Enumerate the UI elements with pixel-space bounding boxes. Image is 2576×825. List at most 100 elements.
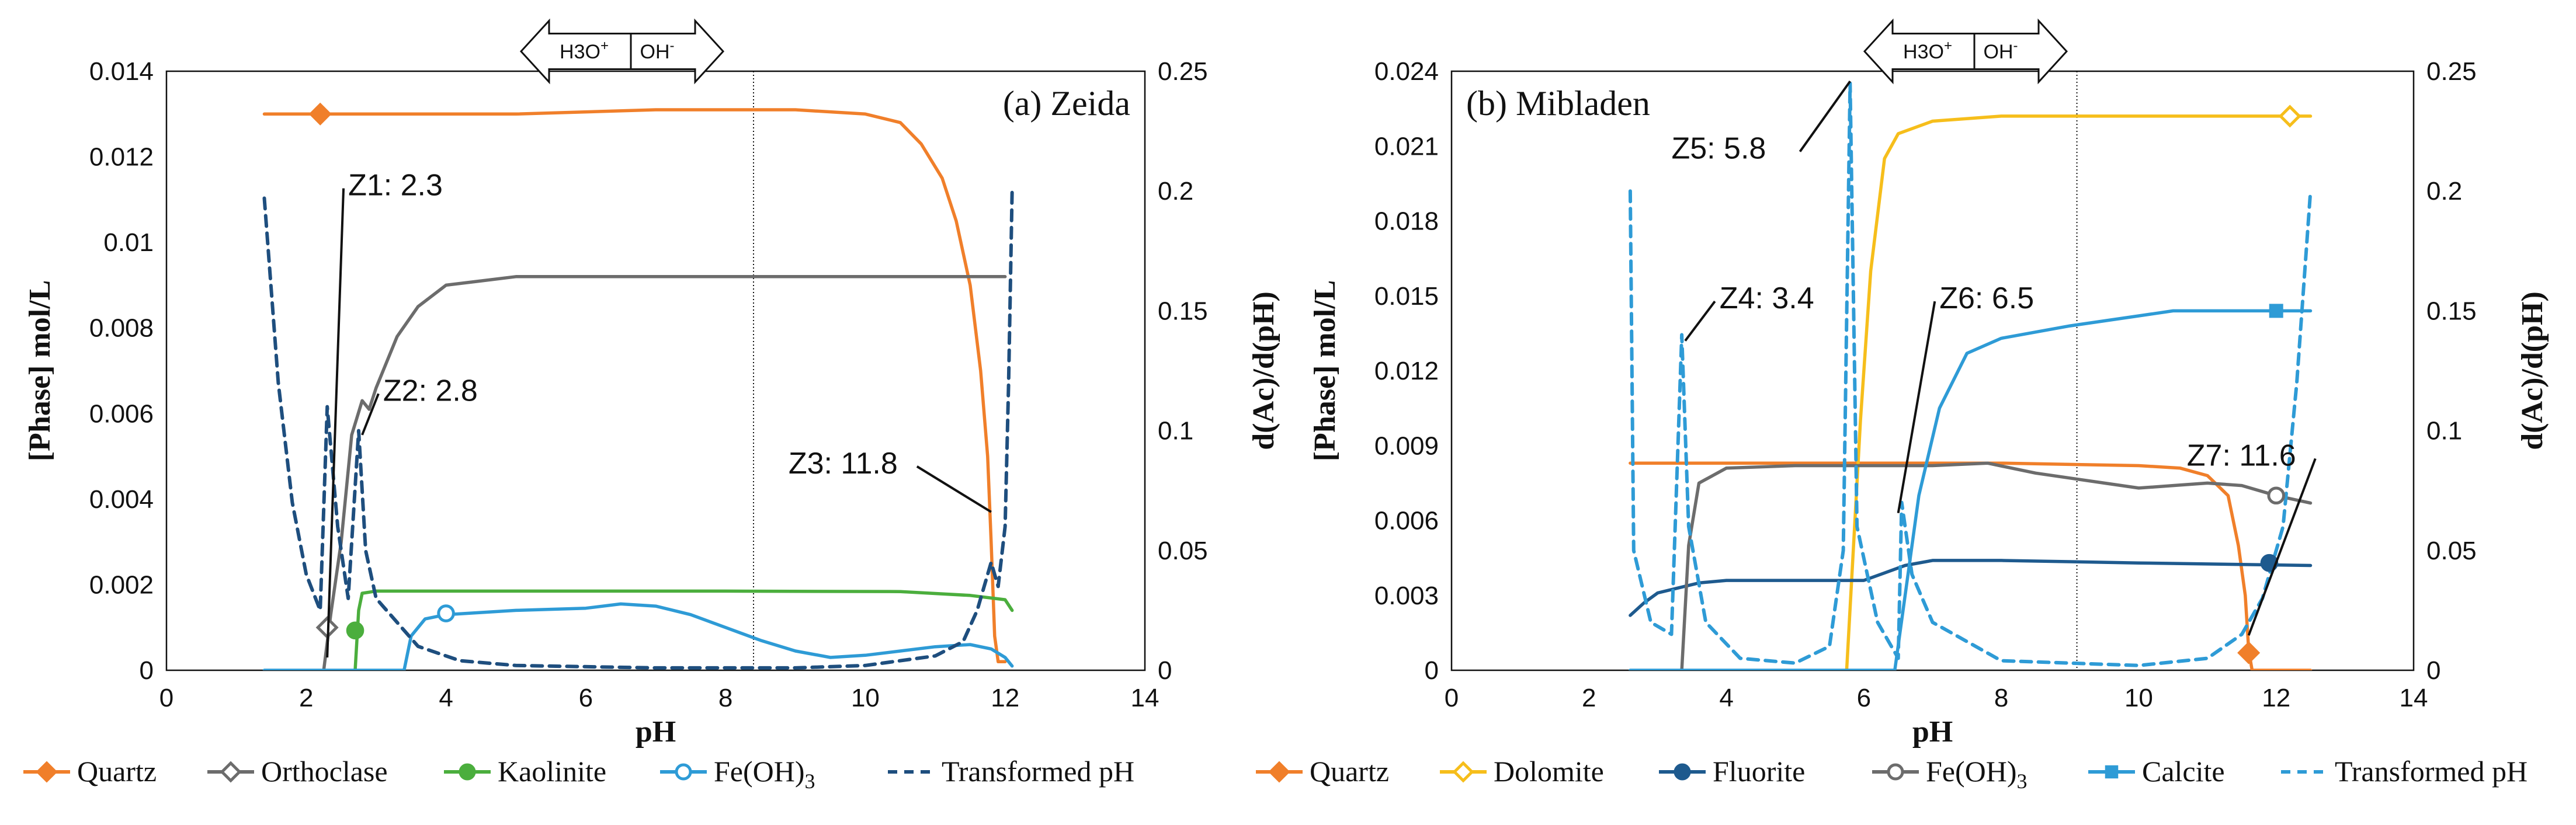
y2-tick-label: 0.2: [1158, 177, 1193, 206]
legend-label: Fe(OH)3: [714, 755, 815, 793]
y-tick-label: 0.009: [1374, 431, 1439, 460]
legend-label: Calcite: [2142, 755, 2225, 788]
plot-frame: [1450, 70, 2415, 671]
x-tick-label: 0: [159, 684, 173, 712]
y-axis-title: [Phase] mol/L: [1308, 280, 1342, 462]
legend-entry: Fe(OH)3: [660, 755, 815, 793]
legend-label: Fluorite: [1713, 755, 1805, 788]
plot-frame: [165, 70, 1146, 671]
annotation-leader: [1799, 80, 1851, 152]
x-tick-label: 12: [991, 684, 1019, 712]
y2-tick-label: 0.15: [2426, 297, 2477, 325]
series-line-quartz: [262, 108, 1007, 664]
series-group: [1628, 81, 2313, 670]
legend-entry: Transformed pH: [888, 755, 1134, 788]
annotation-leader: [1684, 300, 1716, 342]
series-line-calcite: [1629, 309, 2313, 670]
y2-tick-label: 0.25: [2426, 57, 2477, 86]
annotation-leader: [361, 393, 380, 436]
y-tick-label: 0: [140, 656, 154, 685]
panel-zeida: 0 2 4 6 8 10 12 1400.0020.0040.0060.0080.010.01…: [23, 18, 1280, 793]
x-axis-title: pH: [636, 715, 676, 749]
y2-tick-label: 0.15: [1158, 297, 1208, 325]
legend-marker: [675, 763, 692, 781]
y-tick-label: 0.003: [1374, 582, 1439, 610]
series-marker-fe-oh-3: [437, 604, 455, 622]
y-tick-label: 0.006: [89, 399, 154, 428]
annotation-label: Z4: 3.4: [1720, 281, 1814, 315]
y-tick-label: 0.002: [89, 570, 154, 599]
annotation-label: Z6: 6.5: [1939, 281, 2034, 315]
series-marker-quartz: [2237, 641, 2261, 664]
y2-tick-label: 0.2: [2426, 177, 2462, 206]
legend-label: Kaolinite: [498, 755, 606, 788]
x-tick-label: 14: [1131, 684, 1159, 712]
y-tick-label: 0.024: [1374, 57, 1439, 86]
y-tick-label: 0: [1425, 656, 1439, 685]
y2-tick-label: 0.1: [2426, 417, 2462, 445]
x-tick-label: 8: [718, 684, 732, 712]
x-tick-label: 6: [579, 684, 593, 712]
base-arrow-label: OH-: [1984, 38, 2018, 63]
annotation-label: Z3: 11.8: [789, 447, 898, 481]
panel-mibladen: 0 2 4 6 8 10 12 1400.0030.0060.0090.0120.0150.0…: [1256, 18, 2549, 793]
legend-entry: Quartz: [23, 755, 157, 788]
legend-marker: [459, 763, 476, 781]
base-arrow-label: OH-: [640, 38, 675, 63]
legend-entry: Fe(OH)3: [1872, 755, 2028, 793]
y-tick-label: 0.014: [89, 57, 154, 86]
legend-entry: Calcite: [2088, 755, 2225, 788]
series-line-transformed-ph: [262, 189, 1014, 670]
series-line-quartz: [1629, 461, 2313, 670]
x-tick-label: 12: [2262, 684, 2290, 712]
legend-marker: [36, 761, 58, 783]
legend-label: Dolomite: [1494, 755, 1604, 788]
series-marker-calcite: [2269, 304, 2283, 318]
legend-marker: [220, 761, 242, 783]
x-tick-label: 8: [1994, 684, 2008, 712]
annotation-label: Z7: 11.6: [2187, 438, 2296, 472]
x-tick-label: 10: [2124, 684, 2153, 712]
series-marker-kaolinite: [346, 621, 364, 640]
y2-tick-label: 0: [2426, 656, 2440, 685]
annotation-label: Z1: 2.3: [348, 169, 443, 203]
legend-label: Quartz: [1310, 755, 1389, 788]
series-line-transformed-ph: [1628, 81, 2313, 667]
series-line-kaolinite: [353, 589, 1014, 670]
x-tick-label: 10: [851, 684, 880, 712]
y2-tick-label: 0: [1158, 656, 1172, 685]
legend-marker: [1674, 763, 1691, 781]
legend-label: Quartz: [77, 755, 157, 788]
x-tick-label: 2: [299, 684, 313, 712]
legend-marker: [2105, 765, 2119, 779]
x-axis-title: pH: [1912, 715, 1953, 749]
series-line-fe-oh-3: [1680, 461, 2313, 670]
legend-entry: Transformed pH: [2281, 755, 2528, 788]
series-group: [262, 108, 1014, 670]
x-tick-label: 14: [2400, 684, 2428, 712]
series-marker-quartz: [308, 102, 332, 126]
annotation-leader: [916, 465, 992, 513]
legend-entry: Quartz: [1256, 755, 1389, 788]
y-tick-label: 0.01: [103, 228, 154, 257]
legend-label: Fe(OH)3: [1926, 755, 2028, 793]
legend-entry: Dolomite: [1440, 755, 1604, 788]
y-tick-label: 0.008: [89, 314, 154, 343]
y-tick-label: 0.015: [1374, 282, 1439, 311]
series-line-orthoclase: [322, 275, 1007, 670]
y-tick-label: 0.004: [89, 485, 154, 514]
y2-tick-label: 0.05: [2426, 537, 2477, 565]
legend-entry: Kaolinite: [444, 755, 606, 788]
series-line-fluorite: [1629, 559, 2313, 617]
y-axis-title: [Phase] mol/L: [23, 280, 57, 462]
series-marker-fe-oh-3: [2267, 486, 2286, 505]
panel-title: (a) Zeida: [1003, 84, 1130, 123]
annotation-leader: [2247, 458, 2317, 636]
legend-marker: [1452, 761, 1474, 783]
legend-label: Transformed pH: [2335, 755, 2528, 788]
y2-axis-title: d(Ac)/d(pH): [1247, 291, 1280, 450]
legend-marker: [1887, 763, 1904, 781]
annotation-label: Z2: 2.8: [383, 374, 478, 408]
